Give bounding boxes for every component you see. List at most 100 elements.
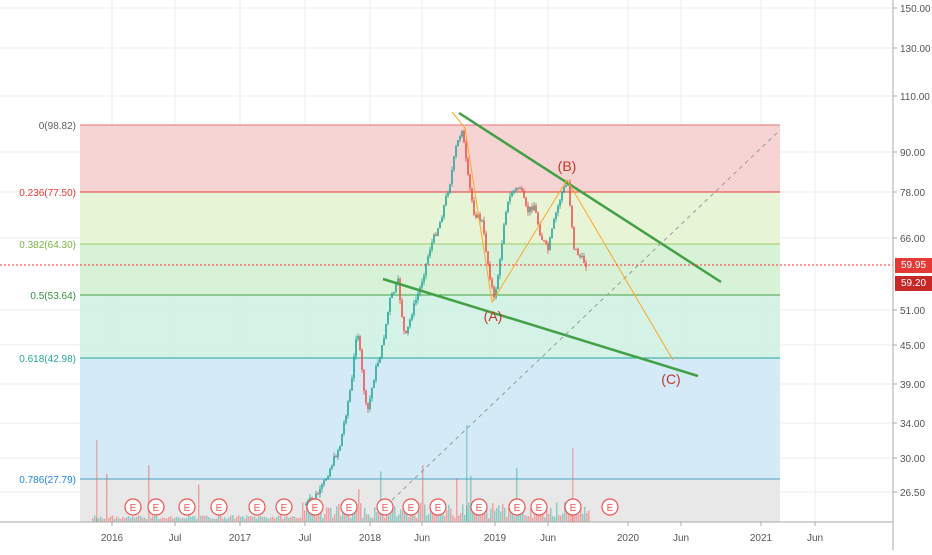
earnings-marker[interactable]: E [429, 498, 447, 516]
time-tick-label: 2021 [750, 533, 773, 544]
volume-bar [350, 517, 352, 522]
candle-body [383, 338, 385, 346]
earnings-marker[interactable]: E [564, 498, 582, 516]
earnings-label: E [254, 503, 261, 514]
earnings-marker[interactable]: E [376, 498, 394, 516]
volume-bar [338, 503, 340, 522]
volume-bar [494, 510, 496, 522]
volume-bar [566, 506, 568, 522]
volume-bar [382, 508, 384, 522]
volume-bar [128, 516, 130, 522]
earnings-label: E [216, 503, 223, 514]
lower-trendline[interactable] [382, 277, 699, 378]
price-tick-label: 150.00 [900, 4, 931, 15]
volume-bar [380, 471, 382, 522]
price-tick-label: 130.00 [900, 44, 931, 55]
volume-bar [500, 511, 502, 522]
price-axis[interactable]: 150.00 130.00 110.00 90.00 78.00 66.00 51.00 45… [892, 0, 931, 550]
candle-body [499, 259, 501, 276]
volume-bar [200, 515, 202, 522]
volume-bar [224, 517, 226, 522]
earnings-marker[interactable]: E [124, 498, 142, 516]
fib-level-label: 0.236(77.50) [19, 188, 76, 199]
volume-bar [138, 515, 140, 522]
earnings-marker[interactable]: E [508, 498, 526, 516]
candle-body [451, 170, 453, 185]
volume-bar [484, 509, 486, 522]
volume-bar [320, 509, 322, 522]
earnings-marker[interactable]: E [147, 498, 165, 516]
volume-bar [468, 502, 470, 522]
candle-body [577, 248, 579, 256]
fib-level-label: 0.382(64.30) [19, 240, 76, 251]
earnings-marker[interactable]: E [306, 498, 324, 516]
volume-bar [432, 507, 434, 522]
price-tick-label: 30.00 [900, 454, 925, 465]
candle-body [329, 468, 331, 477]
volume-bar [456, 478, 458, 522]
candle-body [379, 357, 381, 363]
earnings-marker[interactable]: E [402, 498, 420, 516]
volume-bar [174, 517, 176, 522]
volume-bar [342, 504, 344, 522]
candle-body [533, 205, 535, 211]
candle-body [555, 212, 557, 220]
candle-body [359, 336, 361, 350]
volume-bar [110, 516, 112, 522]
volume-bar [96, 440, 98, 522]
candle-body [399, 278, 401, 301]
volume-bar [176, 516, 178, 522]
time-tick-label: Jun [673, 533, 689, 544]
candle-body [391, 292, 393, 299]
volume-bar [560, 515, 562, 522]
candle-body [331, 465, 333, 469]
candle-body [527, 205, 529, 213]
fibonacci-retracement[interactable]: 0(98.82) 0.236(77.50) 0.382(64.30) 0.5(53.6… [19, 121, 780, 522]
volume-bar [146, 518, 148, 522]
volume-bar [458, 515, 460, 522]
volume-bar [564, 502, 566, 522]
candle-body [433, 234, 435, 243]
time-tick-label: 2018 [359, 533, 382, 544]
volume-bar [118, 518, 120, 522]
volume-bar [268, 518, 270, 522]
volume-bar [324, 514, 326, 522]
drawings[interactable]: (A) (B) (C) [382, 111, 781, 501]
candle-body [573, 226, 575, 249]
earnings-marker[interactable]: E [601, 498, 619, 516]
volume-bar [294, 516, 296, 522]
volume-bar [510, 506, 512, 522]
volume-bar [290, 517, 292, 522]
earnings-marker[interactable]: E [178, 498, 196, 516]
dashed-diagonal-line[interactable] [391, 129, 781, 501]
volume-bar [234, 518, 236, 522]
abc-wave-path[interactable] [451, 111, 674, 361]
volume-bar [132, 516, 134, 522]
earnings-marker[interactable]: E [530, 498, 548, 516]
upper-trendline[interactable] [458, 111, 722, 284]
candle-body [509, 196, 511, 202]
volume-bar [102, 518, 104, 522]
candle-body [427, 256, 429, 264]
earnings-marker[interactable]: E [248, 498, 266, 516]
earnings-marker[interactable]: E [275, 498, 293, 516]
volume-bar [166, 518, 168, 522]
time-axis[interactable]: 2016 Jul 2017 Jul 2018 Jun 2019 Jun 2020 Jun 2021 J… [0, 521, 893, 544]
candle-body [443, 205, 445, 218]
volume-bar [404, 511, 406, 522]
candle-body [569, 181, 571, 206]
candle-body [349, 390, 351, 402]
earnings-marker[interactable]: E [470, 498, 488, 516]
volume-bar [332, 517, 334, 522]
earnings-circle [530, 498, 548, 516]
candle-body [581, 255, 583, 257]
volume-bar [306, 502, 308, 522]
volume-bar [480, 515, 482, 522]
candle-body [423, 275, 425, 283]
earnings-marker[interactable]: E [210, 498, 228, 516]
candle-body [417, 293, 419, 300]
earnings-marker[interactable]: E [340, 498, 358, 516]
